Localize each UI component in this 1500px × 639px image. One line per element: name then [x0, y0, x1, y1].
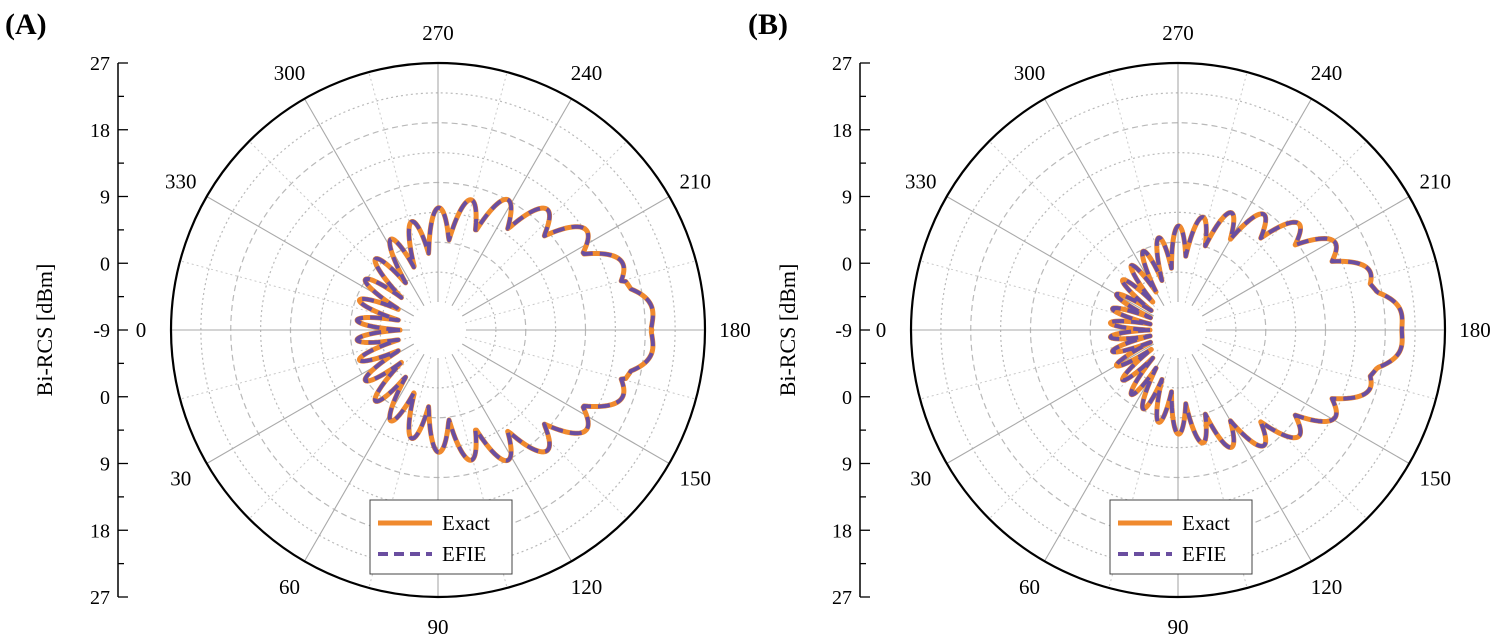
grid-spoke: [461, 196, 670, 317]
angle-tick-label: 270: [1162, 21, 1194, 45]
radial-tick-label: 0: [842, 253, 852, 275]
angle-tick-label: 330: [165, 170, 197, 194]
radial-tick-label: 9: [842, 454, 852, 476]
series-efie-line: [355, 197, 655, 463]
angle-tick-label: 150: [1419, 467, 1451, 491]
radial-tick-label: 0: [100, 253, 110, 275]
radial-axis-title: Bi-RCS [dBm]: [775, 264, 800, 397]
angle-tick-label: 120: [571, 575, 603, 599]
angle-tick-label: 180: [1459, 318, 1491, 342]
radial-tick-label: 0: [842, 387, 852, 409]
angle-tick-label: 90: [428, 615, 449, 639]
legend-label-efie: EFIE: [442, 542, 486, 566]
legend-box: [1109, 499, 1253, 575]
grid-spoke: [461, 343, 670, 464]
angle-tick-label: 210: [1419, 170, 1451, 194]
panel-label: (B): [748, 8, 788, 41]
angle-tick-label: 150: [679, 467, 711, 491]
angle-tick-label: 270: [422, 21, 454, 45]
angle-tick-label: 60: [1019, 575, 1040, 599]
angle-tick-label: 240: [1311, 61, 1343, 85]
polar-frame: [909, 61, 1447, 599]
angle-tick-label: 120: [1311, 575, 1343, 599]
radial-tick-label: 27: [90, 53, 110, 75]
radial-tick-label: 27: [832, 587, 852, 609]
legend-box: [369, 499, 513, 575]
legend: Exact EFIE: [1109, 499, 1253, 575]
polar-frame: [169, 61, 707, 599]
radial-axis-title: Bi-RCS [dBm]: [32, 264, 57, 397]
radial-tick-label: 9: [100, 187, 110, 209]
radial-tick-label: -9: [835, 320, 852, 342]
grid-spoke: [1191, 353, 1312, 562]
legend-label-efie: EFIE: [1182, 542, 1226, 566]
grid-spoke: [304, 353, 425, 562]
grid-spoke: [1191, 98, 1312, 307]
angle-tick-label: 30: [910, 467, 931, 491]
radial-tick-label: 27: [90, 587, 110, 609]
angle-tick-label: 300: [274, 61, 306, 85]
grid-spoke: [1044, 353, 1165, 562]
radial-tick-label: 18: [90, 120, 110, 142]
angle-tick-label: 0: [876, 318, 887, 342]
panel-label: (A): [5, 8, 47, 41]
polar-panel-a: (A)0306090120150180210240270300330271890…: [5, 8, 751, 639]
angle-tick-label: 300: [1014, 61, 1046, 85]
radial-tick-label: 0: [100, 387, 110, 409]
grid-spoke: [464, 260, 697, 324]
angle-tick-label: 90: [1168, 615, 1189, 639]
legend-label-exact: Exact: [1182, 511, 1230, 535]
radial-tick-label: 9: [100, 454, 110, 476]
radial-tick-label: 9: [842, 187, 852, 209]
polar-panel-b: (B)0306090120150180210240270300330271890…: [748, 8, 1491, 639]
grid-spoke: [1201, 343, 1410, 464]
grid-spoke: [1201, 196, 1410, 317]
angle-tick-label: 30: [170, 467, 191, 491]
radial-tick-label: 27: [832, 53, 852, 75]
radial-tick-label: 18: [832, 520, 852, 542]
series-efie-line: [1108, 210, 1405, 450]
radial-tick-label: 18: [832, 120, 852, 142]
radial-tick-label: -9: [93, 320, 110, 342]
radial-tick-label: 18: [90, 520, 110, 542]
angle-tick-label: 240: [571, 61, 603, 85]
grid-spoke: [304, 98, 425, 307]
legend: Exact EFIE: [369, 499, 513, 575]
angle-tick-label: 180: [719, 318, 751, 342]
legend-label-exact: Exact: [442, 511, 490, 535]
angle-tick-label: 210: [679, 170, 711, 194]
grid-spoke: [1044, 98, 1165, 307]
grid-spoke: [464, 336, 697, 400]
angle-tick-label: 0: [136, 318, 147, 342]
angle-tick-label: 60: [279, 575, 300, 599]
angle-tick-label: 330: [905, 170, 937, 194]
